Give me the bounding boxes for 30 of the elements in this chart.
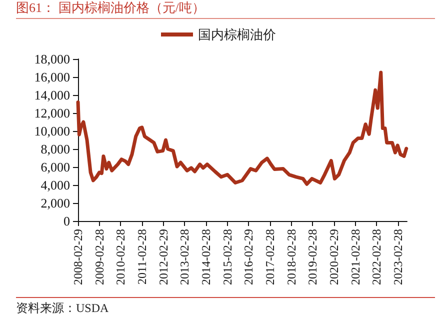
x-tick-label: 2023-02-28 — [391, 229, 406, 285]
y-tick-label: 18,000 — [34, 52, 70, 66]
chart-title: 图61： 国内棕榈油价格（元/吨） — [15, 0, 206, 17]
x-tick-label: 2012-02-29 — [156, 229, 170, 285]
x-tick-label: 2019-02-28 — [306, 229, 320, 285]
y-tick-label: 12,000 — [34, 106, 70, 120]
y-tick-label: 10,000 — [34, 124, 70, 138]
x-tick-label: 2017-02-28 — [263, 229, 278, 285]
x-tick-label: 2008-02-29 — [71, 229, 85, 285]
x-tick-label: 2018-02-28 — [284, 229, 298, 285]
x-tick-label: 2013-02-28 — [178, 229, 192, 285]
y-tick-label: 6,000 — [40, 160, 70, 174]
y-tick-label: 2,000 — [40, 196, 70, 210]
x-tick-label: 2010-02-28 — [114, 229, 128, 285]
y-tick-label: 16,000 — [34, 70, 70, 84]
y-tick-label: 14,000 — [34, 88, 70, 102]
text: 资料来源：USDA — [15, 300, 110, 317]
x-tick-label: 2022-02-28 — [370, 229, 384, 285]
x-tick-label: 2016-02-29 — [242, 229, 256, 285]
y-tick-label: 8,000 — [40, 142, 70, 156]
line-series — [76, 70, 408, 186]
y-tick-label: 0 — [64, 214, 70, 228]
y-tick-label: 4,000 — [40, 178, 70, 192]
x-tick-label: 2011-02-28 — [134, 229, 149, 285]
x-tick-label: 2021-02-28 — [348, 229, 362, 285]
x-tick-label: 2015-02-28 — [220, 229, 234, 285]
x-tick-label: 2020-02-29 — [327, 229, 342, 285]
x-tick-label: 2014-02-28 — [199, 229, 214, 285]
x-tick-label: 2009-02-28 — [92, 229, 106, 285]
legend-label: 国内棕榈油价 — [198, 27, 276, 42]
